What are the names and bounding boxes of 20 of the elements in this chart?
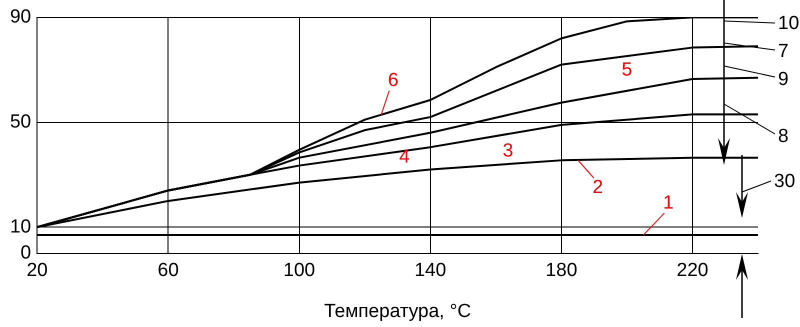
- y-tick-label: 50: [10, 112, 32, 133]
- x-tick-label: 220: [676, 260, 708, 282]
- x-tick-label: 180: [546, 260, 578, 282]
- x-tick-label: 60: [158, 260, 179, 282]
- text: 7: [778, 41, 789, 62]
- text: 10: [778, 13, 800, 34]
- text: 30: [774, 171, 796, 192]
- x-tick-label: 140: [414, 260, 446, 282]
- series-label: 5: [622, 59, 632, 80]
- y-tick-label: 90: [10, 6, 32, 28]
- x-axis-title: Температура, °C: [324, 300, 472, 322]
- text: 8: [778, 126, 789, 147]
- series-label: 1: [663, 192, 674, 214]
- series-label: 3: [502, 140, 514, 162]
- series-label: 4: [399, 146, 410, 168]
- series-label: 6: [388, 70, 398, 91]
- y-tick-label: 10: [10, 216, 32, 238]
- text: 9: [778, 69, 789, 90]
- series-label: 2: [592, 177, 604, 198]
- x-tick-label: 100: [283, 260, 316, 282]
